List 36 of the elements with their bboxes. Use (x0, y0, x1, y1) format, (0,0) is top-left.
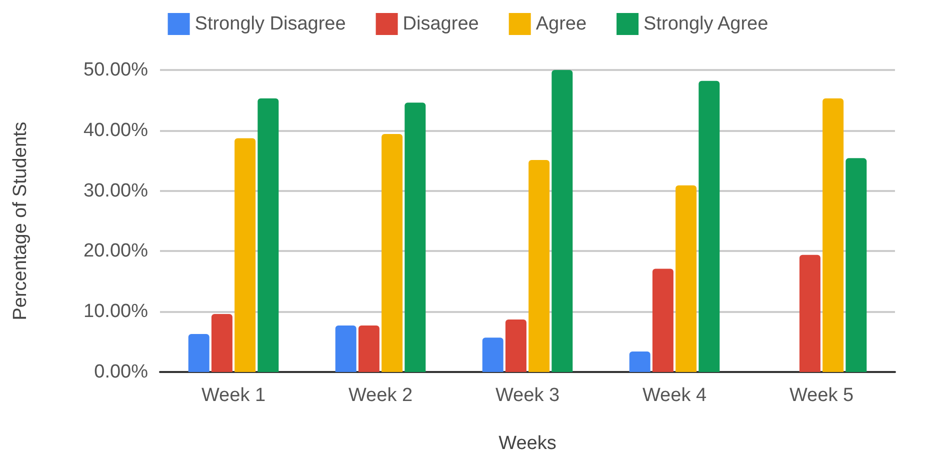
bar (188, 334, 210, 372)
bar (211, 314, 232, 372)
y-axis-title: Percentage of Students (10, 122, 31, 320)
x-tick-label: Week 4 (642, 385, 707, 406)
bar (799, 254, 820, 372)
bar (258, 98, 279, 372)
y-tick-label: 30.00% (84, 180, 148, 202)
bar (482, 338, 504, 372)
y-tick-label: 10.00% (84, 301, 148, 322)
y-tick-label: 40.00% (84, 120, 148, 141)
legend-label: Agree (536, 14, 587, 34)
bar (335, 325, 356, 372)
x-tick-label: Week 3 (495, 385, 560, 406)
y-tick-label: 20.00% (84, 240, 148, 262)
x-tick-label: Week 2 (348, 385, 413, 406)
x-axis-title: Weeks (498, 433, 556, 454)
bar (382, 134, 403, 372)
x-tick-label: Week 5 (789, 385, 854, 406)
bar (652, 268, 674, 372)
bar (822, 98, 844, 372)
bar (698, 80, 720, 372)
bar (505, 319, 526, 372)
bar (676, 185, 697, 372)
bar (358, 325, 380, 372)
bar (404, 102, 426, 372)
y-tick-label: 50.00% (84, 60, 148, 80)
legend-label: Strongly Disagree (194, 14, 346, 34)
legend-label: Strongly Agree (644, 14, 768, 34)
bar (552, 70, 573, 372)
bar (528, 160, 550, 372)
bar (629, 351, 650, 372)
y-tick-label: 0.00% (94, 362, 148, 382)
x-tick-label: Week 1 (201, 385, 266, 406)
legend-label: Disagree (402, 14, 479, 34)
bar (234, 138, 256, 372)
bar (846, 158, 867, 372)
